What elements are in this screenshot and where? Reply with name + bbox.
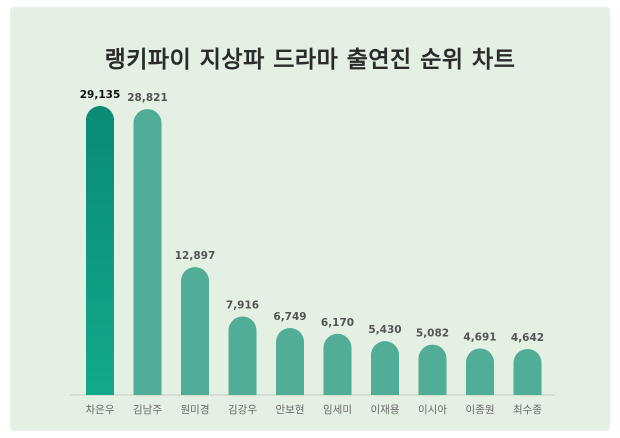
category-label-최수종: 최수종 xyxy=(513,404,542,416)
value-label-차은우: 29,135 xyxy=(80,89,121,101)
category-label-이시아: 이시아 xyxy=(418,404,447,416)
value-label-안보현: 6,749 xyxy=(273,311,306,323)
category-label-안보현: 안보현 xyxy=(276,404,305,416)
bar-이시아 xyxy=(418,344,447,395)
bar-안보현 xyxy=(276,328,304,395)
category-label-차은우: 차은우 xyxy=(86,404,115,416)
value-label-원미경: 12,897 xyxy=(175,250,216,262)
value-label-이시아: 5,082 xyxy=(416,328,449,340)
bar-이종원 xyxy=(466,348,494,395)
value-label-이종원: 4,691 xyxy=(463,331,496,343)
category-label-원미경: 원미경 xyxy=(181,403,210,416)
chart-title: 랭키파이 지상파 드라마 출연진 순위 차트 xyxy=(104,47,516,73)
value-label-김강우: 7,916 xyxy=(226,299,259,311)
chart-card: 랭키파이 지상파 드라마 출연진 순위 차트 29,135 차은우 28,821 김남… xyxy=(10,7,610,431)
bar-chart: 29,135 차은우 28,821 김남주 12,897 원미경 7,916 김강우 6,749… xyxy=(70,89,555,416)
value-label-최수종: 4,642 xyxy=(511,332,544,344)
value-label-이재용: 5,430 xyxy=(368,324,401,336)
bar-차은우 xyxy=(86,106,114,395)
value-label-임세미: 6,170 xyxy=(321,317,354,329)
bar-이재용 xyxy=(371,341,399,395)
bar-임세미 xyxy=(323,333,352,395)
bar-김강우 xyxy=(228,316,257,395)
category-label-김남주: 김남주 xyxy=(133,404,162,416)
category-label-이재용: 이재용 xyxy=(371,404,400,416)
value-label-김남주: 28,821 xyxy=(127,92,168,104)
bar-김남주 xyxy=(133,109,162,395)
bar-원미경 xyxy=(181,267,209,395)
bar-최수종 xyxy=(513,348,542,395)
category-label-김강우: 김강우 xyxy=(228,404,257,416)
category-label-임세미: 임세미 xyxy=(323,403,352,416)
category-label-이종원: 이종원 xyxy=(466,404,495,416)
